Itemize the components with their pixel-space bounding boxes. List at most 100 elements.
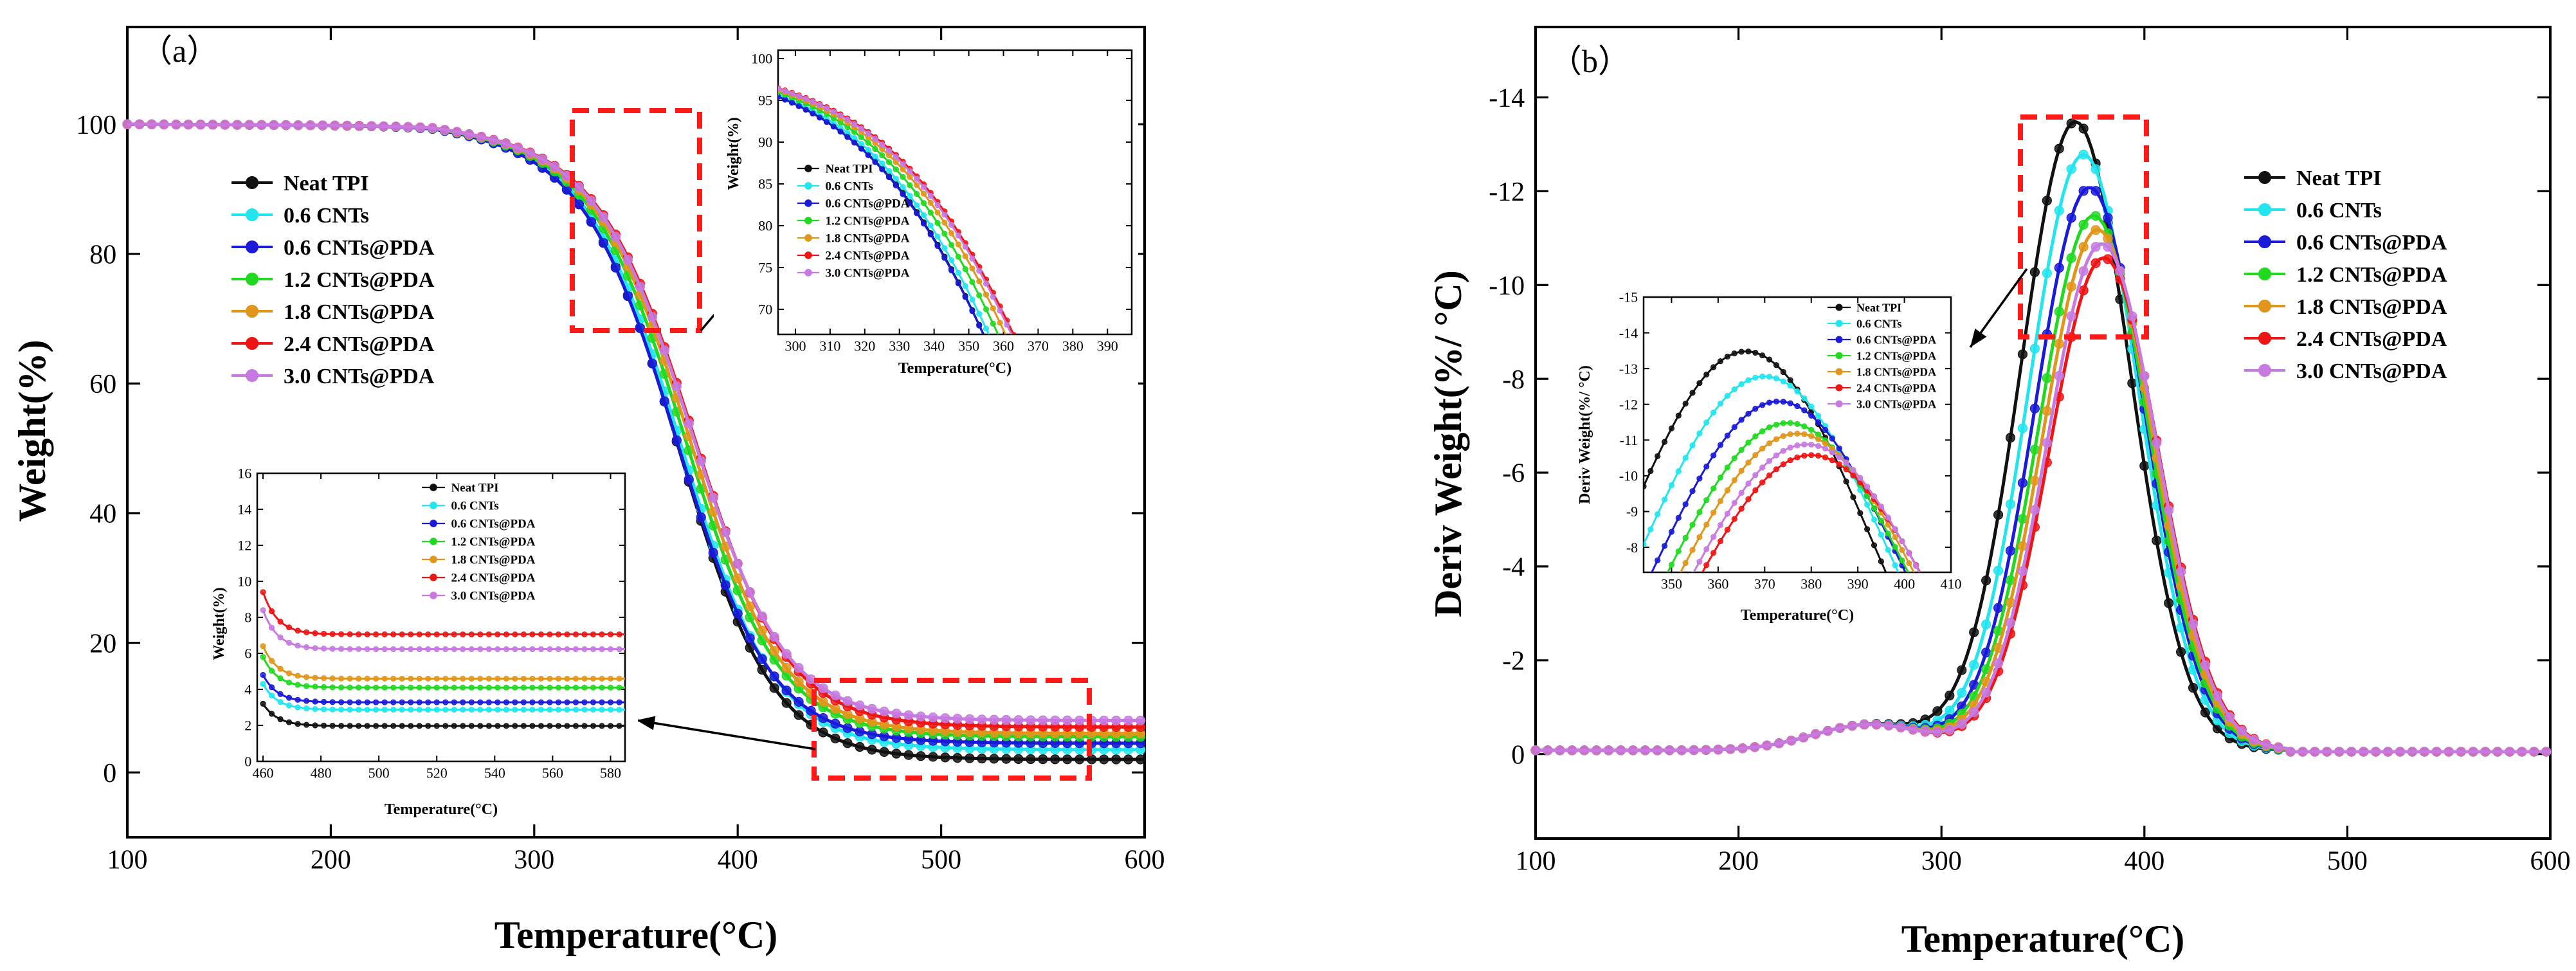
a-inset-bottom-data-point — [547, 631, 553, 638]
b-data-point — [2017, 423, 2028, 433]
a-data-point — [867, 729, 877, 740]
a-inset-bottom-data-point — [512, 675, 518, 682]
b-inset-legend-marker — [1835, 304, 1843, 311]
a-inset-top-data-point — [934, 242, 941, 249]
a-inset-bottom-data-point — [599, 684, 605, 691]
b-inset-data-point — [1822, 445, 1829, 452]
a-inset-top-ytick-label: 75 — [758, 260, 772, 276]
a-inset-top-frame — [777, 49, 1133, 336]
a-inset-top-data-point — [1109, 557, 1114, 562]
a-inset-top-data-point — [1081, 513, 1086, 518]
a-inset-top-data-point — [948, 242, 955, 248]
a-data-point — [244, 120, 255, 130]
b-inset-data-point — [1703, 463, 1710, 470]
a-inset-bottom-data-point — [390, 723, 397, 729]
a-inset-top-data-point — [879, 160, 885, 167]
b-data-point — [2029, 475, 2040, 486]
a-inset-bottom-data-point — [356, 646, 362, 653]
a-data-point — [512, 143, 523, 153]
a-inset-bottom-data-point — [399, 675, 405, 682]
b-inset-data-point — [1892, 543, 1898, 550]
a-inset-bottom-data-point — [581, 723, 588, 729]
a-data-point — [855, 700, 865, 711]
b-data-point — [1993, 565, 2004, 576]
b-inset-data-point — [1808, 441, 1815, 448]
a-xtick-label: 600 — [1125, 845, 1165, 875]
b-inset-xtick-label: 390 — [1847, 576, 1869, 592]
a-inset-top-xtick-label: 340 — [923, 338, 945, 354]
b-inset-data-point — [1794, 403, 1800, 410]
a-inset-bottom-data-point — [347, 699, 353, 705]
b-data-point — [2517, 747, 2527, 757]
b-inset-data-point — [1892, 562, 1898, 568]
a-data-point — [989, 754, 999, 764]
a-inset-bottom-data-point — [572, 675, 579, 682]
a-inset-bottom-data-point — [408, 707, 414, 713]
a-inset-bottom-data-point — [399, 631, 405, 638]
a-data-point — [818, 696, 828, 707]
b-data-point — [2529, 747, 2539, 757]
b-inset-data-point — [1787, 457, 1793, 464]
a-inset-bottom-data-point — [485, 699, 492, 705]
a-inset-top-data-point — [1094, 527, 1100, 532]
b-inset-data-point — [1822, 454, 1829, 460]
a-inset-top-data-point — [1032, 452, 1037, 457]
a-inset-top-data-point — [1018, 419, 1023, 424]
a-inset-bottom-data-point — [572, 699, 579, 705]
a-data-point — [977, 753, 987, 764]
b-inset-data-point — [1766, 440, 1773, 446]
a-data-point — [684, 419, 694, 429]
b-data-point — [2346, 747, 2357, 757]
a-inset-bottom-data-point — [399, 707, 405, 713]
b-xtick-label: 600 — [2530, 846, 2571, 876]
a-inset-top-data-point — [1102, 613, 1107, 618]
a-inset-bottom-data-point — [485, 723, 492, 729]
a-inset-top-ytick-label: 80 — [758, 218, 772, 234]
a-inset-top-xtick-label: 390 — [1097, 338, 1118, 354]
b-inset-legend-label: 2.4 CNTs@PDA — [1856, 381, 1936, 394]
a-inset-bottom-data-point — [564, 723, 570, 729]
b-inset-data-point — [1787, 431, 1793, 437]
a-inset-top-data-point — [941, 230, 948, 237]
b-inset-data-point — [1724, 353, 1730, 360]
a-inset-bottom-data-point — [338, 631, 345, 637]
b-inset-data-point — [1773, 362, 1780, 368]
a-inset-top-data-point — [1115, 590, 1120, 595]
a-data-point — [427, 123, 438, 133]
b-inset-data-point — [1871, 516, 1878, 523]
a-inset-bottom-data-point — [599, 699, 605, 705]
a-inset-top-data-point — [955, 253, 961, 260]
b-data-point — [1762, 740, 1772, 750]
b-data-point — [1592, 745, 1602, 756]
a-legend-label: 2.4 CNTs@PDA — [284, 332, 435, 356]
a-inset-bottom-data-point — [485, 684, 492, 691]
b-inset-data-point — [1661, 439, 1668, 445]
a-inset-bottom-data-point — [564, 631, 570, 638]
b-inset-data-point — [1689, 442, 1696, 449]
b-data-point — [2176, 567, 2186, 577]
a-inset-top-data-point — [1122, 604, 1127, 610]
b-inset-data-point — [1850, 467, 1856, 473]
a-inset-bottom-data-point — [529, 646, 536, 653]
a-inset-bottom-data-point — [399, 723, 405, 729]
b-data-point — [1810, 729, 1821, 740]
b-inset-data-point — [1815, 452, 1822, 459]
a-inset-bottom-data-point — [468, 707, 475, 713]
b-inset-data-point — [1787, 444, 1793, 451]
b-data-point — [2042, 268, 2052, 278]
a-data-point — [842, 723, 853, 733]
a-inset-top-data-point — [1109, 576, 1114, 581]
b-inset-data-point — [1731, 386, 1737, 393]
b-data-point — [1567, 745, 1577, 756]
a-inset-bottom-data-point — [460, 631, 466, 638]
b-data-point — [2103, 254, 2113, 264]
a-inset-bottom-data-point — [547, 723, 553, 729]
a-inset-top-data-point — [1094, 604, 1100, 610]
a-inset-bottom-legend-marker — [430, 592, 437, 599]
a-data-point — [891, 749, 902, 759]
a-inset-bottom-data-point — [599, 631, 605, 638]
b-inset-xlabel: Temperature(°C) — [1741, 607, 1854, 624]
a-inset-top-data-point — [1053, 446, 1058, 451]
a-inset-top-xtick-label: 370 — [1028, 338, 1049, 354]
a-data-point — [769, 683, 779, 693]
